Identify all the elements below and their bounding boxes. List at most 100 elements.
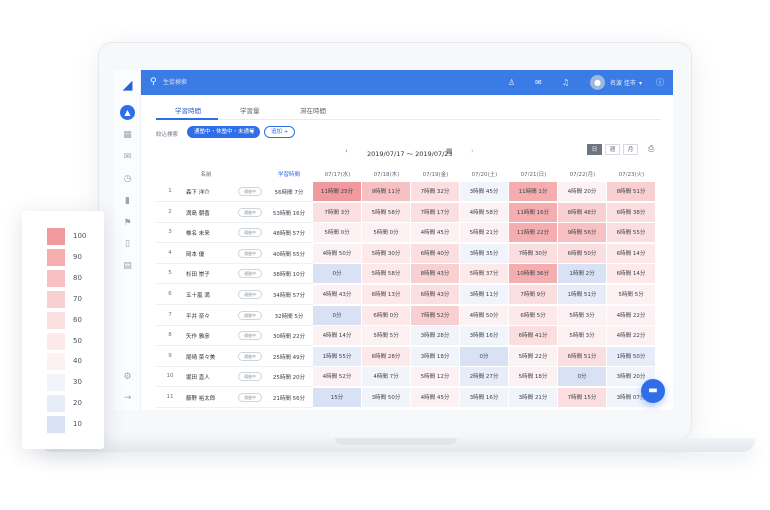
logout-icon[interactable]: →	[123, 393, 132, 403]
heatmap-cell[interactable]: 4時間 20分	[558, 182, 607, 202]
heatmap-cell[interactable]: 3時間 21分	[509, 388, 558, 408]
heatmap-cell[interactable]: 6時間 40分	[411, 243, 460, 264]
table-row[interactable]: 5 杉田 崇子 通塾中 38時間 10分 0分 5時間 58分 8時間 43分 5時間 37分…	[156, 264, 661, 285]
heatmap-cell[interactable]: 6時間 5分	[509, 305, 558, 326]
heatmap-cell[interactable]: 7時間 17分	[411, 202, 460, 223]
heatmap-cell[interactable]: 3時間 45分	[460, 182, 509, 202]
heatmap-cell[interactable]: 6時間 0分	[362, 305, 411, 326]
heatmap-cell[interactable]: 4時間 7分	[362, 367, 411, 388]
heatmap-cell[interactable]: 4時間 52分	[313, 367, 362, 388]
heatmap-cell[interactable]: 7時間 15分	[558, 388, 607, 408]
heatmap-cell[interactable]: 4時間 43分	[313, 285, 362, 305]
heatmap-cell[interactable]: 11時間 25分	[313, 182, 362, 202]
heatmap-cell[interactable]: 10時間 36分	[509, 264, 558, 285]
student-name[interactable]: 尾崎 菜々美	[186, 354, 216, 361]
search-input[interactable]	[163, 75, 313, 90]
print-icon[interactable]: ⎙	[648, 144, 655, 153]
heatmap-cell[interactable]: 0分	[313, 305, 362, 326]
heatmap-cell[interactable]: 5時間 21分	[460, 223, 509, 244]
bell-icon[interactable]: ♫	[562, 78, 570, 87]
settings-icon[interactable]: ⚙	[123, 372, 132, 382]
table-row[interactable]: 3 椎名 未来 通塾中 48時間 57分 5時間 0分 5時間 0分 4時間 45分 5時間 …	[156, 223, 661, 244]
document-icon[interactable]: ▯	[125, 239, 130, 249]
table-row[interactable]: 9 尾崎 菜々美 通塾中 25時間 49分 1時間 55分 6時間 28分 3時間 18分 0…	[156, 346, 661, 367]
calendar-icon[interactable]: ▤	[123, 261, 132, 271]
heatmap-cell[interactable]: 1時間 50分	[607, 346, 656, 367]
heatmap-cell[interactable]: 4時間 45分	[411, 223, 460, 244]
heatmap-cell[interactable]: 5時間 3分	[558, 326, 607, 347]
heatmap-cell[interactable]: 6時間 51分	[558, 346, 607, 367]
heatmap-cell[interactable]: 6時間 38分	[607, 202, 656, 223]
heatmap-cell[interactable]: 3時間 18分	[411, 346, 460, 367]
bar-chart-icon[interactable]: ▮	[125, 196, 130, 206]
clock-icon[interactable]: ◷	[123, 174, 132, 184]
graduation-cap-icon[interactable]: ▲	[120, 105, 135, 120]
heatmap-cell[interactable]: 5時間 18分	[509, 367, 558, 388]
calendar-icon[interactable]: ▦	[446, 147, 453, 155]
heatmap-cell[interactable]: 6時間 41分	[509, 326, 558, 347]
user-name[interactable]: 名波 佳市	[610, 80, 636, 87]
heatmap-cell[interactable]: 4時間 50分	[460, 305, 509, 326]
table-row[interactable]: 4 岡本 優 通塾中 40時間 55分 4時間 50分 5時間 30分 6時間 40分 3時間…	[156, 243, 661, 264]
student-name[interactable]: 五十嵐 満	[186, 293, 210, 299]
heatmap-cell[interactable]: 11時間 16分	[509, 202, 558, 223]
tab-stay-time[interactable]: 滞在時間	[300, 107, 326, 115]
heatmap-cell[interactable]: 4時間 45分	[411, 388, 460, 408]
heatmap-cell[interactable]: 5時間 58分	[362, 202, 411, 223]
heatmap-cell[interactable]: 6時間 28分	[362, 346, 411, 367]
heatmap-cell[interactable]: 5時間 37分	[460, 264, 509, 285]
heatmap-cell[interactable]: 4時間 50分	[313, 243, 362, 264]
heatmap-cell[interactable]: 8時間 48分	[558, 202, 607, 223]
heatmap-cell[interactable]: 5時間 22分	[509, 346, 558, 367]
heatmap-cell[interactable]: 7時間 9分	[509, 285, 558, 305]
heatmap-cell[interactable]: 5時間 0分	[313, 223, 362, 244]
student-name[interactable]: 藤野 裕太郎	[186, 396, 216, 402]
heatmap-cell[interactable]: 4時間 58分	[460, 202, 509, 223]
heatmap-cell[interactable]: 3時間 16分	[460, 388, 509, 408]
table-row[interactable]: 7 平井 奈々 通塾中 32時間 5分 0分 6時間 0分 7時間 52分 4時間 50分 6時…	[156, 305, 661, 326]
app-logo-icon[interactable]: ◢	[122, 78, 133, 93]
table-row[interactable]: 11 藤野 裕太郎 通塾中 21時間 56分 15分 3時間 50分 4時間 45分 3時間 …	[156, 388, 661, 408]
dashboard-icon[interactable]: ▦	[123, 130, 132, 140]
heatmap-cell[interactable]: 0分	[558, 367, 607, 388]
heatmap-cell[interactable]: 6時間 43分	[411, 285, 460, 305]
column-date[interactable]: 07/22(月)	[569, 172, 596, 178]
heatmap-cell[interactable]: 3時間 28分	[411, 326, 460, 347]
prev-week-button[interactable]: ‹	[345, 147, 348, 155]
heatmap-cell[interactable]: 11時間 1分	[509, 182, 558, 202]
heatmap-cell[interactable]: 3時間 50分	[362, 388, 411, 408]
heatmap-cell[interactable]: 7時間 52分	[411, 305, 460, 326]
help-icon[interactable]: ⓘ	[656, 78, 664, 87]
heatmap-cell[interactable]: 5時間 3分	[558, 305, 607, 326]
student-name[interactable]: 森下 洋介	[186, 190, 210, 196]
mail-icon[interactable]: ✉	[123, 152, 132, 162]
flag-icon[interactable]: ⚑	[123, 218, 132, 228]
heatmap-cell[interactable]: 6時間 50分	[558, 243, 607, 264]
heatmap-cell[interactable]: 1時間 55分	[313, 346, 362, 367]
heatmap-cell[interactable]: 2時間 27分	[460, 367, 509, 388]
table-row[interactable]: 6 五十嵐 満 通塾中 34時間 57分 4時間 43分 6時間 13分 6時間 43分 3時…	[156, 285, 661, 305]
column-date[interactable]: 07/23(火)	[618, 172, 645, 178]
column-date[interactable]: 07/18(木)	[373, 172, 400, 178]
next-week-button[interactable]: ›	[471, 147, 474, 155]
heatmap-cell[interactable]: 5時間 30分	[362, 243, 411, 264]
table-row[interactable]: 10 堀田 直人 通塾中 25時間 20分 4時間 52分 4時間 7分 5時間 12分 2時…	[156, 367, 661, 388]
table-row[interactable]: 1 森下 洋介 通塾中 56時間 7分 11時間 25分 9時間 11分 7時間 32分 3時…	[156, 182, 661, 202]
heatmap-cell[interactable]: 6時間 14分	[607, 264, 656, 285]
filter-chip[interactable]: 通塾中・休塾中・未通行 ▼	[187, 126, 260, 138]
heatmap-cell[interactable]: 1時間 2分	[558, 264, 607, 285]
heatmap-cell[interactable]: 7時間 32分	[411, 182, 460, 202]
view-day-button[interactable]: 日	[587, 144, 602, 155]
column-date[interactable]: 07/20(土)	[471, 172, 498, 178]
heatmap-cell[interactable]: 3時間 16分	[460, 326, 509, 347]
heatmap-cell[interactable]: 5時間 5分	[607, 285, 656, 305]
message-icon[interactable]: ✉	[535, 78, 542, 87]
heatmap-cell[interactable]: 5時間 0分	[362, 223, 411, 244]
student-name[interactable]: 平井 奈々	[186, 313, 210, 320]
tab-study-time[interactable]: 学習時間	[175, 107, 201, 115]
heatmap-cell[interactable]: 4時間 22分	[607, 305, 656, 326]
heatmap-cell[interactable]: 15分	[313, 388, 362, 408]
column-study-time[interactable]: 学習時間	[277, 172, 300, 178]
view-week-button[interactable]: 週	[605, 144, 620, 155]
heatmap-cell[interactable]: 9時間 11分	[362, 182, 411, 202]
